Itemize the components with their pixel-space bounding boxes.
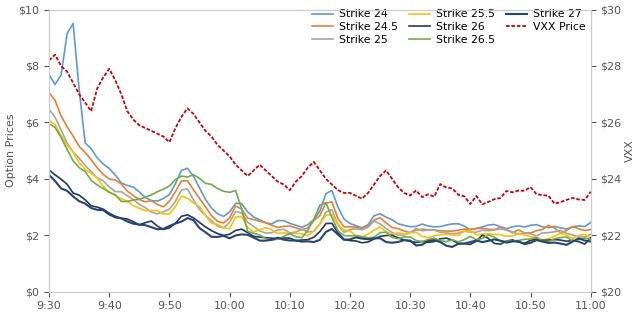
Strike 24 xyxy=(364,223,372,227)
Strike 25.5 xyxy=(45,119,53,122)
Strike 27 xyxy=(45,173,53,177)
Strike 27 xyxy=(587,240,595,243)
Line: Strike 26.5: Strike 26.5 xyxy=(49,124,591,242)
Strike 24.5 xyxy=(184,179,191,183)
Strike 27 xyxy=(449,245,456,249)
VXX Price xyxy=(45,58,53,62)
Strike 25.5 xyxy=(502,235,510,238)
Strike 26.5 xyxy=(575,238,582,242)
Strike 27 xyxy=(111,216,119,219)
VXX Price xyxy=(515,189,522,192)
Line: Strike 26: Strike 26 xyxy=(49,170,591,244)
Strike 26.5 xyxy=(454,240,462,244)
Strike 26.5 xyxy=(172,178,179,181)
Strike 26.5 xyxy=(587,237,595,241)
Strike 27 xyxy=(172,222,179,225)
Strike 27 xyxy=(184,216,191,220)
VXX Price xyxy=(51,53,59,57)
VXX Price xyxy=(479,203,486,206)
VXX Price xyxy=(117,92,125,96)
Strike 26.5 xyxy=(581,236,589,240)
Strike 25 xyxy=(502,228,510,232)
Strike 25 xyxy=(111,190,119,193)
Strike 26 xyxy=(172,222,179,225)
Strike 24 xyxy=(117,181,125,185)
Line: VXX Price: VXX Price xyxy=(49,55,591,204)
Strike 25.5 xyxy=(587,236,595,240)
Strike 24 xyxy=(515,224,522,228)
Strike 25.5 xyxy=(575,233,582,237)
Strike 25 xyxy=(172,199,179,203)
VXX Price xyxy=(364,191,372,195)
Y-axis label: VXX: VXX xyxy=(625,139,634,162)
VXX Price xyxy=(587,190,595,194)
Strike 26.5 xyxy=(111,193,119,197)
Strike 25.5 xyxy=(184,196,191,200)
Strike 25 xyxy=(569,233,577,237)
Y-axis label: Option Prices: Option Prices xyxy=(6,114,15,187)
Strike 24 xyxy=(45,73,53,76)
Strike 24 xyxy=(69,22,77,25)
Legend: Strike 24, Strike 24.5, Strike 25, Strike 25.5, Strike 26, Strike 26.5, Strike 2: Strike 24, Strike 24.5, Strike 25, Strik… xyxy=(312,9,585,45)
Strike 24.5 xyxy=(587,228,595,231)
Strike 26 xyxy=(467,243,474,246)
Strike 24.5 xyxy=(45,91,53,94)
Strike 25.5 xyxy=(172,204,179,208)
Line: Strike 24.5: Strike 24.5 xyxy=(49,93,591,233)
Line: Strike 24: Strike 24 xyxy=(49,23,591,230)
Strike 26 xyxy=(587,236,595,240)
Strike 24.5 xyxy=(575,227,582,231)
Strike 26.5 xyxy=(184,175,191,179)
Strike 24 xyxy=(467,228,474,232)
Strike 24.5 xyxy=(172,190,179,194)
VXX Price xyxy=(178,115,186,119)
Strike 25.5 xyxy=(539,238,547,242)
Strike 26 xyxy=(581,242,589,246)
Strike 24 xyxy=(189,174,197,178)
Strike 24.5 xyxy=(581,229,589,232)
Strike 27 xyxy=(575,236,582,240)
Strike 25.5 xyxy=(581,233,589,236)
Strike 27 xyxy=(509,239,516,243)
Strike 25.5 xyxy=(111,194,119,197)
Strike 25 xyxy=(45,107,53,111)
Strike 26 xyxy=(184,213,191,217)
Strike 25 xyxy=(581,235,589,239)
Strike 24 xyxy=(587,221,595,224)
Strike 27 xyxy=(581,239,589,243)
Strike 24 xyxy=(581,225,589,229)
Strike 26 xyxy=(509,238,516,242)
Strike 24.5 xyxy=(111,178,119,182)
Strike 26.5 xyxy=(509,239,516,243)
Strike 25 xyxy=(184,187,191,191)
Strike 26 xyxy=(45,168,53,172)
Strike 24.5 xyxy=(502,228,510,231)
VXX Price xyxy=(581,198,589,202)
Strike 25 xyxy=(587,232,595,236)
Strike 24.5 xyxy=(527,231,534,235)
Strike 25 xyxy=(575,235,582,239)
Line: Strike 25.5: Strike 25.5 xyxy=(49,120,591,240)
Strike 26 xyxy=(111,214,119,218)
VXX Price xyxy=(189,112,197,116)
Line: Strike 25: Strike 25 xyxy=(49,109,591,237)
Strike 26 xyxy=(575,240,582,243)
Strike 24 xyxy=(178,168,186,172)
Strike 26.5 xyxy=(45,122,53,126)
Line: Strike 27: Strike 27 xyxy=(49,175,591,247)
